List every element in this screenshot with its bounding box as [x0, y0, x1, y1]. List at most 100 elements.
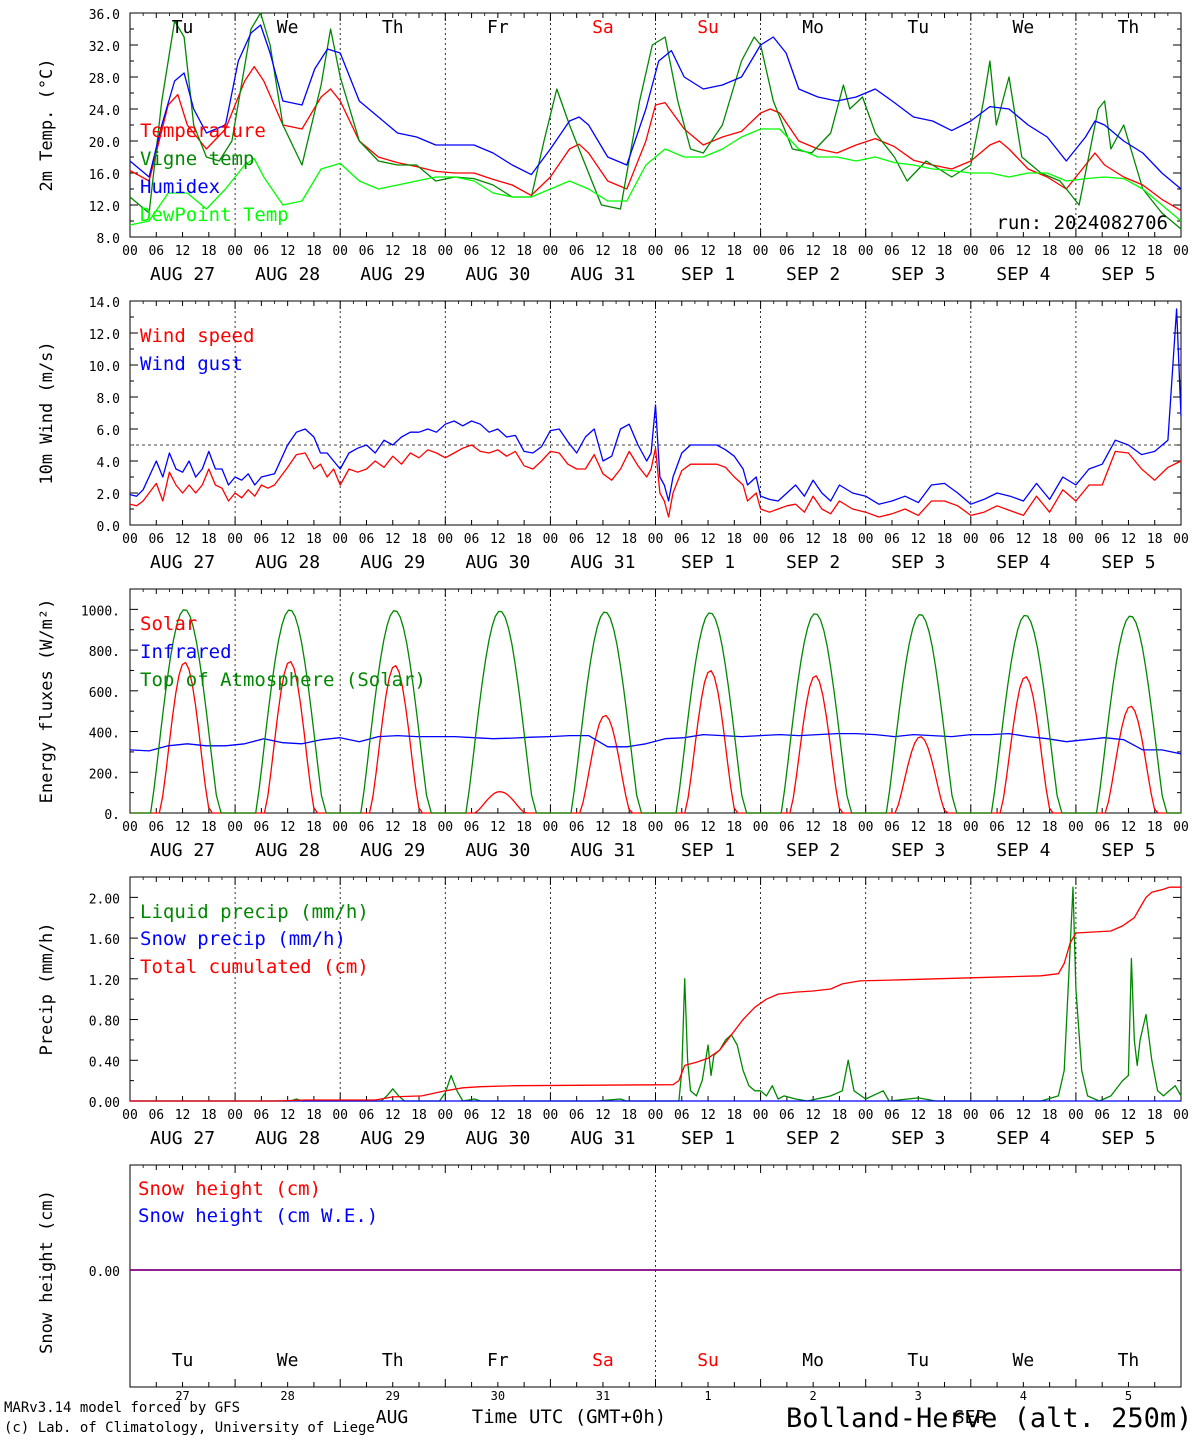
day-name: Fr	[487, 1350, 509, 1371]
hour-tick-label: 00	[227, 820, 243, 835]
hour-tick-label: 12	[595, 532, 611, 547]
hour-tick-label: 12	[1016, 1108, 1032, 1123]
hour-tick-label: 12	[910, 820, 926, 835]
hour-tick-label: 12	[1121, 1108, 1137, 1123]
hour-tick-label: 18	[201, 820, 217, 835]
y-tick-label: 12.0	[89, 200, 120, 215]
hour-tick-label: 06	[569, 1108, 585, 1123]
day-name: Th	[382, 1350, 404, 1371]
date-label: SEP 1	[681, 1128, 735, 1149]
legend-infrared: Infrared	[140, 641, 232, 663]
date-label: SEP 4	[996, 1128, 1050, 1149]
hour-tick-label: 06	[884, 244, 900, 259]
date-label: AUG 30	[465, 840, 530, 861]
date-label: SEP 3	[891, 840, 945, 861]
hour-tick-label: 18	[201, 532, 217, 547]
y-axis-label: Energy fluxes (W/m²)	[37, 599, 57, 804]
hour-tick-label: 06	[989, 532, 1005, 547]
legend-temperature: Temperature	[140, 120, 266, 142]
y-axis-label: Precip (mm/h)	[37, 922, 57, 1055]
hour-tick-label: 18	[1042, 244, 1058, 259]
date-label: SEP 5	[1101, 264, 1155, 285]
hour-tick-label: 18	[516, 532, 532, 547]
y-tick-label: 14.0	[89, 296, 120, 311]
total-cumulated-cm-line	[130, 886, 1181, 1102]
legend-total-cumulated-cm: Total cumulated (cm)	[140, 956, 369, 978]
hour-tick-label: 06	[359, 244, 375, 259]
date-label: AUG 27	[150, 264, 215, 285]
vigne-temp-line	[129, 12, 1182, 230]
hour-tick-label: 18	[1042, 820, 1058, 835]
hour-tick-label: 18	[516, 820, 532, 835]
hour-tick-label: 18	[201, 244, 217, 259]
hour-tick-label: 18	[411, 244, 427, 259]
hour-tick-label: 18	[411, 532, 427, 547]
day-number: 30	[491, 1389, 505, 1403]
y-tick-label: 28.0	[89, 72, 120, 87]
hour-tick-label: 18	[832, 244, 848, 259]
y-tick-label: 0.80	[89, 1015, 120, 1030]
day-name: Fr	[487, 17, 509, 38]
hour-tick-label: 00	[753, 820, 769, 835]
day-name: Tu	[907, 1350, 929, 1371]
hour-tick-label: 18	[937, 244, 953, 259]
month-label-aug: AUG	[376, 1407, 409, 1428]
date-label: SEP 1	[681, 264, 735, 285]
station-name: Bolland-Herve (alt. 250m)	[786, 1403, 1192, 1434]
infrared-line	[129, 732, 1182, 755]
date-label: SEP 2	[786, 1128, 840, 1149]
date-label: SEP 4	[996, 552, 1050, 573]
hour-tick-label: 00	[963, 1108, 979, 1123]
y-tick-label: 36.0	[89, 8, 120, 23]
hour-tick-label: 18	[1042, 1108, 1058, 1123]
date-label: AUG 29	[360, 264, 425, 285]
hour-tick-label: 12	[490, 1108, 506, 1123]
date-label: SEP 2	[786, 264, 840, 285]
wind-speed-line	[129, 444, 1182, 518]
y-tick-label: 600.	[89, 686, 120, 701]
hour-tick-label: 00	[332, 532, 348, 547]
panel-snow: 0.00 Snow height (cm) Snow height (cm) Snow…	[37, 1164, 1182, 1428]
dewpoint-temp-line	[129, 128, 1182, 226]
hour-tick-label: 12	[175, 532, 191, 547]
hour-tick-label: 00	[1068, 1108, 1084, 1123]
hour-tick-label: 18	[937, 820, 953, 835]
hour-tick-label: 06	[569, 244, 585, 259]
y-tick-label: 1.20	[89, 974, 120, 989]
hour-tick-label: 18	[726, 820, 742, 835]
hour-tick-label: 12	[595, 244, 611, 259]
panel-temp: 00 06 12 18 00 06 12 18 00 06 12 18 00 06 12 18 00 06 12 18…	[37, 8, 1189, 285]
day-name: Tu	[907, 17, 929, 38]
hour-tick-label: 00	[543, 1108, 559, 1123]
hour-tick-label: 06	[674, 532, 690, 547]
hour-tick-label: 12	[175, 244, 191, 259]
panel-wind: 00 06 12 18 00 06 12 18 00 06 12 18 00 06 12 18 00 06 12 18…	[37, 296, 1189, 573]
hour-tick-label: 18	[411, 820, 427, 835]
date-label: SEP 4	[996, 264, 1050, 285]
hour-tick-label: 00	[437, 244, 453, 259]
hour-tick-label: 00	[858, 1108, 874, 1123]
hour-tick-label: 00	[437, 532, 453, 547]
y-tick-label: 1.60	[89, 933, 120, 948]
hour-tick-label: 06	[254, 532, 270, 547]
hour-tick-label: 06	[779, 1108, 795, 1123]
hour-tick-label: 00	[1068, 244, 1084, 259]
day-name: Th	[1118, 1350, 1140, 1371]
hour-tick-label: 00	[332, 244, 348, 259]
hour-tick-label: 12	[1016, 244, 1032, 259]
hour-tick-label: 00	[332, 820, 348, 835]
legend-snow-precip-mm-h: Snow precip (mm/h)	[140, 928, 346, 950]
hour-tick-label: 00	[543, 532, 559, 547]
hour-tick-label: 06	[148, 532, 164, 547]
date-label: SEP 4	[996, 840, 1050, 861]
hour-tick-label: 12	[805, 820, 821, 835]
hour-tick-label: 06	[254, 820, 270, 835]
day-number: 4	[1020, 1389, 1027, 1403]
y-tick-label: 4.0	[97, 456, 120, 471]
hour-tick-label: 18	[726, 244, 742, 259]
day-number: 5	[1125, 1389, 1132, 1403]
hour-tick-label: 18	[621, 820, 637, 835]
hour-tick-label: 18	[411, 1108, 427, 1123]
hour-tick-label: 00	[227, 1108, 243, 1123]
